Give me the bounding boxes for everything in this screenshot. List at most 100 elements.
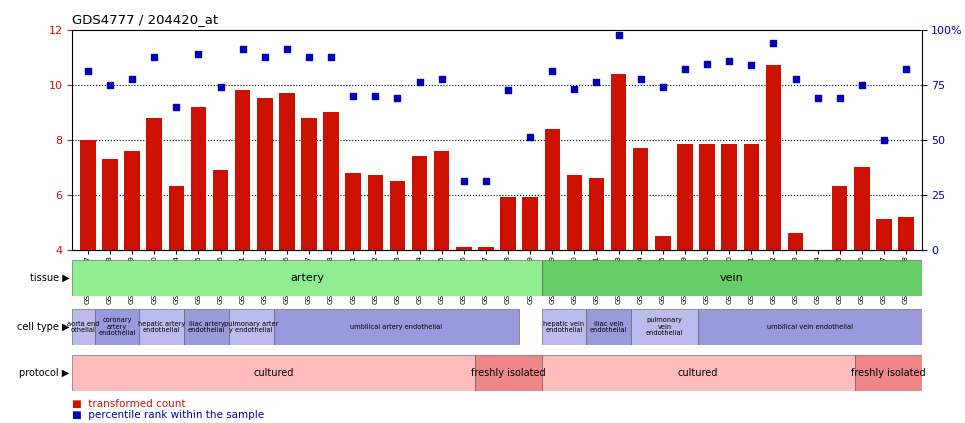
Point — [832, 95, 847, 102]
Text: ■  transformed count: ■ transformed count — [72, 398, 186, 409]
Point — [854, 81, 869, 88]
Point — [898, 66, 914, 73]
Bar — [279, 93, 294, 250]
Point — [301, 54, 317, 60]
Bar — [412, 156, 427, 250]
Point — [234, 46, 250, 52]
Bar — [587, 309, 631, 345]
Bar — [655, 236, 671, 250]
Bar — [273, 309, 519, 345]
Text: protocol ▶: protocol ▶ — [19, 368, 69, 378]
Bar — [765, 66, 781, 250]
Bar — [541, 260, 922, 296]
Text: cultured: cultured — [254, 368, 293, 378]
Text: umbilical vein endothelial: umbilical vein endothelial — [767, 324, 853, 330]
Text: umbilical artery endothelial: umbilical artery endothelial — [350, 324, 443, 330]
Bar — [184, 309, 229, 345]
Point — [102, 81, 118, 88]
Text: artery: artery — [290, 273, 324, 283]
Point — [810, 95, 825, 102]
Point — [589, 79, 604, 85]
Point — [345, 92, 361, 99]
Point — [390, 95, 405, 102]
Bar — [855, 355, 922, 391]
Bar — [475, 355, 541, 391]
Point — [633, 76, 648, 82]
Bar — [72, 355, 475, 391]
Point — [655, 84, 671, 91]
Bar — [147, 118, 162, 250]
Bar — [541, 309, 587, 345]
Point — [169, 103, 184, 110]
Point — [147, 54, 162, 60]
Bar — [456, 247, 472, 250]
Point — [722, 58, 737, 65]
Bar — [139, 309, 184, 345]
Bar — [876, 220, 892, 250]
Point — [434, 76, 450, 82]
Bar — [898, 217, 914, 250]
Text: pulmonary arter
y endothelial: pulmonary arter y endothelial — [224, 321, 278, 333]
Bar — [722, 144, 737, 250]
Text: ■  percentile rank within the sample: ■ percentile rank within the sample — [72, 409, 264, 420]
Point — [213, 84, 229, 91]
Bar — [611, 74, 626, 250]
Point — [787, 76, 803, 82]
Point — [80, 68, 96, 74]
Text: hepatic vein
endothelial: hepatic vein endothelial — [543, 321, 585, 333]
Bar — [700, 144, 715, 250]
Bar — [124, 151, 140, 250]
Text: tissue ▶: tissue ▶ — [30, 273, 69, 283]
Point — [479, 178, 494, 184]
Text: freshly isolated: freshly isolated — [851, 368, 925, 378]
Bar — [787, 233, 803, 250]
Bar — [854, 167, 869, 250]
Text: iliac vein
endothelial: iliac vein endothelial — [590, 321, 627, 333]
Point — [279, 46, 294, 52]
Bar — [169, 187, 184, 250]
Bar — [229, 309, 273, 345]
Point — [522, 134, 538, 140]
Bar — [234, 90, 250, 250]
Bar — [368, 176, 383, 250]
Bar — [345, 173, 361, 250]
Point — [566, 85, 582, 92]
Bar — [191, 107, 207, 250]
Bar — [544, 129, 560, 250]
Bar — [832, 187, 847, 250]
Text: freshly isolated: freshly isolated — [471, 368, 545, 378]
Bar — [500, 198, 515, 250]
Bar — [213, 170, 229, 250]
Bar — [390, 181, 405, 250]
Bar — [631, 309, 698, 345]
Text: GDS4777 / 204420_at: GDS4777 / 204420_at — [72, 13, 218, 26]
Text: iliac artery
endothelial: iliac artery endothelial — [188, 321, 225, 333]
Text: coronary
artery
endothelial: coronary artery endothelial — [98, 317, 136, 336]
Point — [611, 32, 626, 38]
Bar — [479, 247, 494, 250]
Point — [544, 68, 560, 74]
Bar — [102, 159, 118, 250]
Text: vein: vein — [720, 273, 743, 283]
Text: cell type ▶: cell type ▶ — [17, 322, 69, 332]
Bar — [744, 144, 759, 250]
Bar — [633, 148, 648, 250]
Bar — [810, 250, 825, 253]
Point — [124, 76, 140, 82]
Point — [412, 79, 427, 85]
Point — [368, 92, 383, 99]
Point — [677, 66, 693, 73]
Text: aorta end
othelial: aorta end othelial — [68, 321, 99, 333]
Bar — [698, 309, 922, 345]
Point — [765, 40, 781, 47]
Point — [876, 136, 892, 143]
Point — [744, 62, 759, 69]
Bar — [434, 151, 450, 250]
Text: hepatic artery
endothelial: hepatic artery endothelial — [138, 321, 185, 333]
Bar — [257, 99, 272, 250]
Point — [191, 51, 207, 58]
Bar — [72, 260, 541, 296]
Text: pulmonary
vein
endothelial: pulmonary vein endothelial — [646, 317, 683, 336]
Text: cultured: cultured — [678, 368, 718, 378]
Bar — [72, 309, 95, 345]
